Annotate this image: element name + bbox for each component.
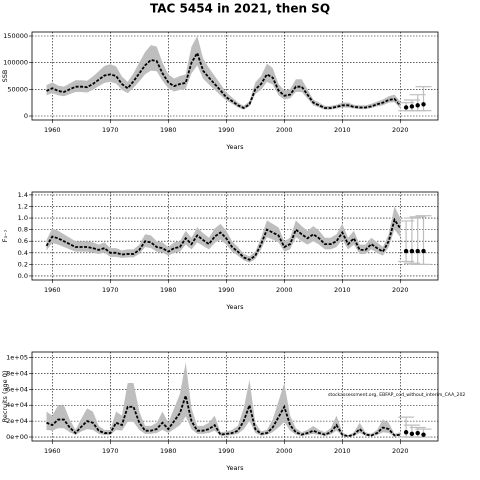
y-tick-label: 0 xyxy=(24,112,28,120)
x-tick-label: 1960 xyxy=(44,286,61,294)
forecast-point xyxy=(415,430,420,436)
x-tick-label: 1990 xyxy=(218,286,235,294)
forecast-point xyxy=(403,105,409,110)
y-axis-label: SSB xyxy=(1,70,9,83)
forecast-point xyxy=(403,248,409,254)
forecast-point xyxy=(421,102,426,107)
x-tick-label: 1980 xyxy=(160,447,177,455)
y-tick-label: 0.0 xyxy=(18,272,28,280)
y-tick-label: 6e+04 xyxy=(6,385,28,393)
x-tick-label: 2010 xyxy=(334,447,351,455)
forecast-point xyxy=(421,248,426,254)
plot-frame xyxy=(31,31,439,121)
x-tick-label: 1990 xyxy=(218,447,235,455)
x-tick-label: 1980 xyxy=(160,286,177,294)
forecast-point xyxy=(403,430,409,435)
x-tick-label: 1970 xyxy=(102,447,119,455)
y-tick-label: 1.4 xyxy=(18,191,28,199)
y-tick-label: 100000 xyxy=(3,59,28,67)
estimate-line xyxy=(46,50,401,110)
y-tick-label: 50000 xyxy=(7,85,28,93)
y-tick-label: 2e+04 xyxy=(6,417,28,425)
chart-title: TAC 5454 in 2021, then SQ xyxy=(150,2,330,16)
forecast-point xyxy=(409,248,415,254)
x-tick-label: 2000 xyxy=(276,286,293,294)
x-tick-label: 2020 xyxy=(392,447,409,455)
x-tick-label: 2010 xyxy=(334,286,351,294)
estimate-line xyxy=(46,392,401,438)
plot-frame xyxy=(31,351,439,442)
y-tick-label: 150000 xyxy=(3,32,28,40)
x-axis-label: Years xyxy=(225,303,244,311)
y-tick-label: 0e+00 xyxy=(6,433,28,441)
annotation: stockassessment.org, EBFAP_cod_without_i… xyxy=(328,392,465,398)
y-axis-label: Recruits (age 0) xyxy=(1,371,9,423)
estimate-line xyxy=(45,217,402,261)
forecast-point xyxy=(409,104,415,109)
y-tick-label: 0.4 xyxy=(18,249,28,257)
y-tick-label: 1e+05 xyxy=(6,354,28,362)
y-tick-label: 0.2 xyxy=(18,260,28,268)
y-tick-label: 4e+04 xyxy=(6,401,28,409)
y-tick-label: 8e+04 xyxy=(6,369,28,377)
forecast-point xyxy=(415,248,420,254)
x-tick-label: 2020 xyxy=(392,286,409,294)
y-axis-label: F₃₋₇ xyxy=(1,229,9,242)
y-tick-label: 1.2 xyxy=(18,202,28,210)
plot-frame xyxy=(31,191,439,281)
y-tick-label: 0.8 xyxy=(18,226,28,234)
x-tick-label: 2020 xyxy=(392,126,409,134)
x-tick-label: 1980 xyxy=(160,126,177,134)
x-tick-label: 1990 xyxy=(218,126,235,134)
x-tick-label: 1960 xyxy=(44,126,61,134)
x-tick-label: 1970 xyxy=(102,126,119,134)
x-tick-label: 1960 xyxy=(44,447,61,455)
forecast-point xyxy=(409,431,415,437)
x-tick-label: 2000 xyxy=(276,447,293,455)
y-tick-label: 0.6 xyxy=(18,237,28,245)
x-axis-label: Years xyxy=(225,143,244,151)
forecast-point xyxy=(415,103,420,108)
confidence-band xyxy=(46,362,401,437)
y-tick-label: 1.0 xyxy=(18,214,28,222)
forecast-point xyxy=(421,432,426,437)
x-tick-label: 2000 xyxy=(276,126,293,134)
x-axis-label: Years xyxy=(225,464,244,472)
x-tick-label: 2010 xyxy=(334,126,351,134)
x-tick-label: 1970 xyxy=(102,286,119,294)
